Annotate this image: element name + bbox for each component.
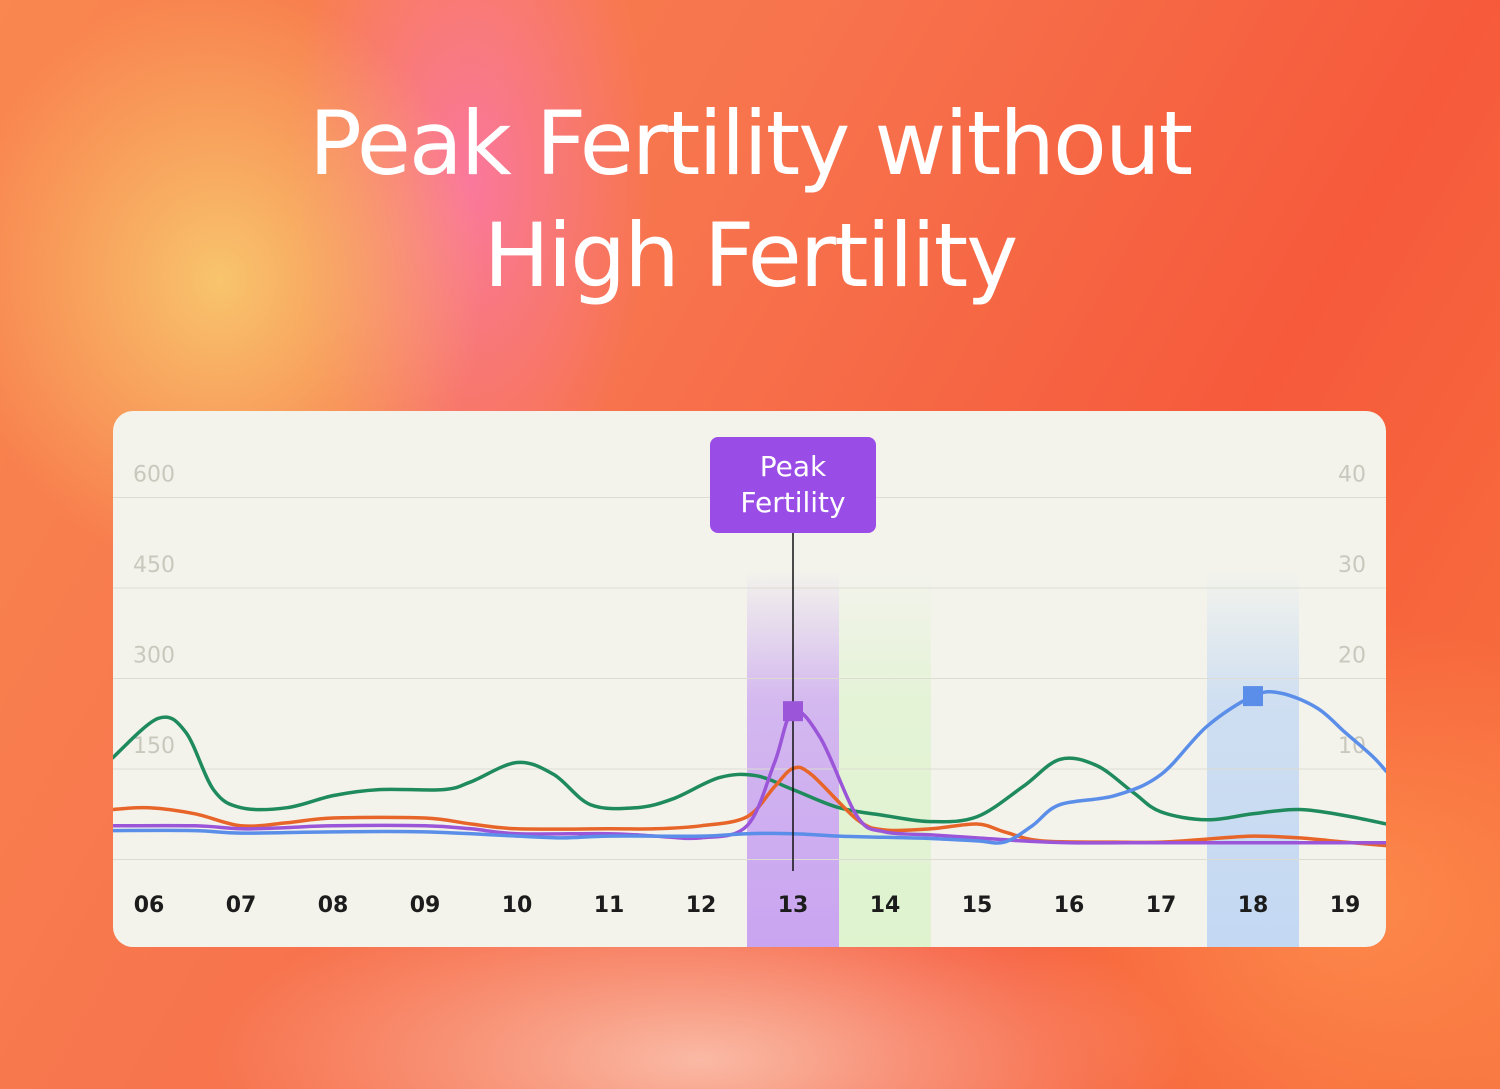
x-tick-label-16: 16 — [1054, 893, 1085, 918]
x-tick-label-10: 10 — [502, 893, 533, 918]
series-line-3 — [113, 708, 1386, 845]
chart-card: 600 40 450 30 300 20 150 10 06 07 08 09 10 11 12 13 14 1… — [113, 411, 1386, 947]
x-tick-label-11: 11 — [594, 893, 625, 918]
y-left-tick-label: 600 — [133, 463, 175, 488]
x-tick-label-07: 07 — [226, 893, 257, 918]
highlight-band-14 — [839, 571, 931, 947]
gridlines — [113, 497, 1386, 860]
series-marker-2 — [1243, 686, 1263, 707]
series-line-4 — [113, 689, 1386, 845]
x-tick-label-12: 12 — [686, 893, 717, 918]
x-tick-label-09: 09 — [410, 893, 441, 918]
y-left-tick-label: 300 — [133, 644, 175, 669]
callout-label-line-1: Peak — [759, 450, 827, 483]
y-right-tick-label: 40 — [1338, 463, 1366, 488]
title-line-2: High Fertility — [483, 204, 1019, 307]
y-right-tick-label: 20 — [1338, 644, 1366, 669]
series-line-1 — [113, 715, 1386, 826]
title-line-1: Peak Fertility without — [308, 92, 1193, 195]
y-right-tick-label: 30 — [1338, 553, 1366, 578]
x-tick-label-14: 14 — [870, 893, 901, 918]
callout-label-line-2: Fertility — [740, 486, 846, 519]
series-marker-1 — [783, 701, 803, 722]
series-markers — [783, 686, 1263, 722]
page-title: Peak Fertility without High Fertility — [0, 88, 1500, 312]
y-left-tick-label: 450 — [133, 553, 175, 578]
x-tick-label-17: 17 — [1146, 893, 1177, 918]
x-tick-label-18: 18 — [1238, 893, 1269, 918]
x-tick-label-19: 19 — [1330, 893, 1361, 918]
y-left-tick-label: 150 — [133, 734, 175, 759]
highlight-band-18 — [1207, 571, 1299, 947]
x-tick-label-13: 13 — [778, 893, 809, 918]
x-tick-label-06: 06 — [134, 893, 165, 918]
peak-fertility-callout: Peak Fertility — [710, 437, 876, 533]
x-tick-label-15: 15 — [962, 893, 993, 918]
line-chart: 600 40 450 30 300 20 150 10 06 07 08 09 10 11 12 13 14 1… — [113, 463, 1386, 947]
x-tick-label-08: 08 — [318, 893, 349, 918]
x-axis-labels: 06 07 08 09 10 11 12 13 14 15 16 17 18 19 — [134, 893, 1361, 918]
